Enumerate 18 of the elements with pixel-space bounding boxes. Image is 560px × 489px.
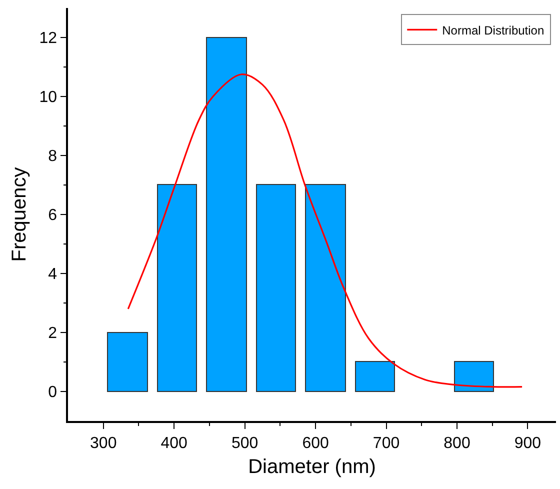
y-tick-label: 6 (48, 207, 58, 224)
y-tick-label: 10 (39, 89, 58, 106)
y-tick-label: 8 (48, 148, 58, 166)
x-tick-label: 400 (160, 434, 188, 452)
x-tick-label: 600 (302, 434, 329, 452)
x-tick-label: 800 (444, 434, 470, 452)
y-tick-label: 12 (39, 30, 58, 48)
x-tick-label: 500 (231, 434, 258, 452)
x-tick-label: 900 (514, 434, 542, 452)
y-tick-label: 4 (48, 266, 58, 284)
y-axis-title: Frequency (8, 167, 30, 262)
y-tick-label: 2 (48, 325, 58, 342)
legend-label: Normal Distribution (442, 23, 544, 38)
x-axis-title: Diameter (nm) (248, 456, 376, 478)
x-tick-label: 700 (372, 434, 400, 452)
y-tick-label: 0 (48, 384, 58, 402)
line-series (127, 74, 523, 388)
x-tick-label: 300 (90, 434, 117, 452)
